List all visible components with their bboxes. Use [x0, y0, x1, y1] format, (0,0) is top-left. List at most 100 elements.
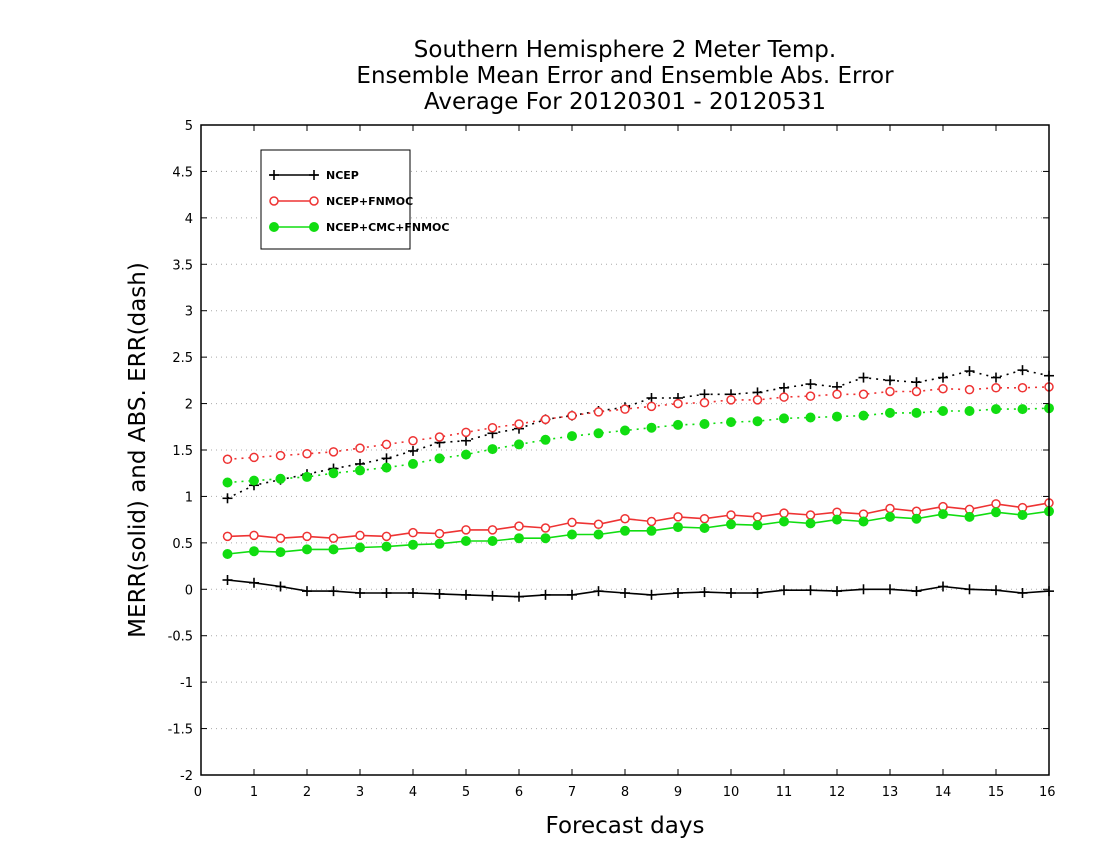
y-tick-label: -0.5 — [168, 630, 193, 645]
data-point-merr — [434, 538, 445, 549]
data-point-merr — [726, 519, 736, 530]
y-tick-label: -2 — [180, 769, 193, 784]
data-point-merr — [779, 516, 789, 527]
data-point-abs-err — [222, 493, 233, 504]
data-point-abs-err — [328, 447, 339, 457]
data-point-abs-err — [779, 392, 789, 402]
data-point-abs-err — [355, 465, 365, 476]
x-tick-label: 12 — [829, 785, 846, 800]
data-point-merr — [302, 531, 312, 542]
data-point-merr — [567, 529, 577, 540]
data-point-merr — [646, 589, 657, 600]
data-point-merr — [567, 517, 577, 528]
y-tick-label: 3.5 — [172, 258, 193, 273]
data-point-abs-err — [381, 453, 392, 464]
data-point-abs-err — [938, 406, 948, 416]
data-point-abs-err — [885, 375, 895, 386]
data-point-merr — [461, 525, 471, 535]
data-point-abs-err — [646, 393, 657, 403]
x-tick-label: 16 — [1039, 785, 1056, 800]
data-point-merr — [487, 590, 498, 601]
y-tick-label: 0.5 — [172, 537, 193, 552]
data-point-merr — [673, 512, 683, 522]
legend-marker — [269, 170, 279, 180]
data-point-abs-err — [593, 407, 604, 417]
data-point-abs-err — [567, 431, 577, 442]
x-tick-label: 2 — [303, 785, 311, 800]
y-axis-title: MERR(solid) and ABS. ERR(dash) — [125, 262, 151, 638]
data-point-abs-err — [514, 439, 524, 450]
data-point-merr — [938, 509, 948, 520]
data-point-merr — [222, 549, 233, 559]
x-tick-label: 4 — [409, 785, 417, 800]
x-axis-title: Forecast days — [546, 813, 705, 839]
x-tick-label: 0 — [194, 785, 202, 800]
data-point-merr — [938, 581, 948, 592]
data-point-merr — [964, 584, 975, 595]
data-point-abs-err — [328, 468, 339, 479]
y-tick-label: -1.5 — [168, 723, 193, 738]
data-point-abs-err — [461, 427, 471, 438]
data-point-merr — [328, 586, 339, 597]
x-tick-label: 15 — [988, 785, 1005, 800]
x-tick-label: 5 — [462, 785, 470, 800]
data-point-abs-err — [567, 410, 577, 421]
y-tick-label: 1.5 — [172, 444, 193, 459]
series-line-merr — [227, 579, 1050, 598]
data-point-abs-err — [699, 389, 710, 400]
data-point-merr — [858, 516, 869, 527]
data-point-abs-err — [673, 398, 683, 409]
data-point-abs-err — [249, 452, 259, 463]
data-point-merr — [805, 585, 816, 596]
data-point-abs-err — [885, 386, 895, 397]
y-tick-label: 2.5 — [172, 351, 193, 366]
data-point-merr — [434, 528, 445, 539]
data-point-merr — [726, 588, 736, 598]
data-point-abs-err — [699, 419, 710, 429]
data-point-abs-err — [991, 372, 1001, 383]
series-line-abs-err — [227, 407, 1050, 484]
data-point-merr — [726, 510, 736, 520]
data-point-abs-err — [726, 395, 736, 405]
data-point-abs-err — [514, 419, 524, 429]
y-tick-label: 3 — [185, 305, 193, 320]
data-point-abs-err — [222, 454, 233, 465]
data-point-abs-err — [249, 475, 259, 486]
data-point-abs-err — [752, 416, 763, 427]
data-point-abs-err — [699, 397, 710, 408]
data-point-merr — [275, 581, 286, 592]
data-point-abs-err — [805, 412, 816, 423]
data-point-merr — [699, 523, 710, 533]
chart-title-line: Average For 20120301 - 20120531 — [424, 89, 826, 115]
data-point-merr — [381, 531, 392, 542]
data-point-merr — [514, 521, 524, 531]
data-point-merr — [752, 512, 763, 522]
data-point-merr — [328, 544, 339, 555]
legend-marker — [309, 170, 319, 180]
data-point-merr — [540, 589, 551, 600]
data-point-merr — [620, 588, 630, 598]
legend-box — [260, 149, 411, 250]
data-point-merr — [991, 499, 1001, 509]
data-point-abs-err — [302, 471, 312, 482]
x-tick-label: 9 — [674, 785, 682, 800]
data-point-merr — [434, 588, 445, 599]
data-point-abs-err — [832, 389, 842, 400]
data-point-merr — [1017, 510, 1028, 520]
data-point-abs-err — [434, 432, 445, 442]
x-tick-label: 14 — [935, 785, 952, 800]
y-tick-label: -1 — [180, 676, 193, 691]
data-point-merr — [646, 525, 657, 536]
data-point-merr — [540, 523, 551, 533]
data-point-abs-err — [858, 389, 869, 400]
data-point-merr — [911, 586, 922, 597]
data-point-merr — [355, 588, 365, 598]
data-point-abs-err — [991, 404, 1001, 415]
data-point-merr — [805, 518, 816, 529]
y-tick-label: 0 — [185, 583, 193, 598]
data-point-merr — [514, 533, 524, 544]
x-tick-label: 6 — [515, 785, 523, 800]
data-point-abs-err — [911, 407, 922, 418]
